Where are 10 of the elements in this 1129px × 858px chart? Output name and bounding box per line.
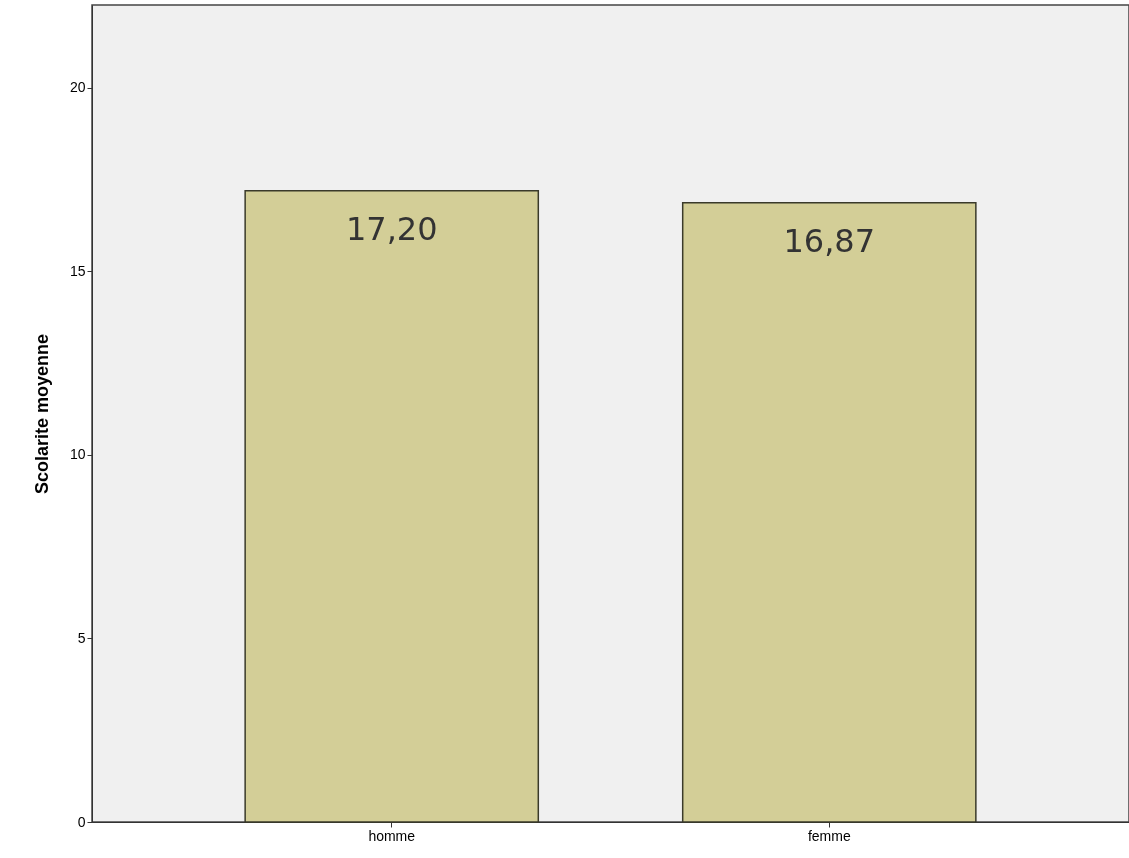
- data-label: 16,87: [783, 221, 876, 260]
- y-tick-label: 15: [69, 262, 86, 279]
- y-tick-label: 20: [69, 79, 86, 96]
- y-tick-label: 10: [69, 446, 86, 463]
- y-tick-label: 0: [77, 813, 86, 830]
- y-tick-label: 5: [77, 629, 86, 646]
- x-tick-label: femme: [807, 827, 851, 844]
- x-tick-label: homme: [368, 827, 416, 844]
- data-label: 17,20: [345, 209, 438, 248]
- y-axis-title: Scolarite moyenne: [31, 333, 52, 495]
